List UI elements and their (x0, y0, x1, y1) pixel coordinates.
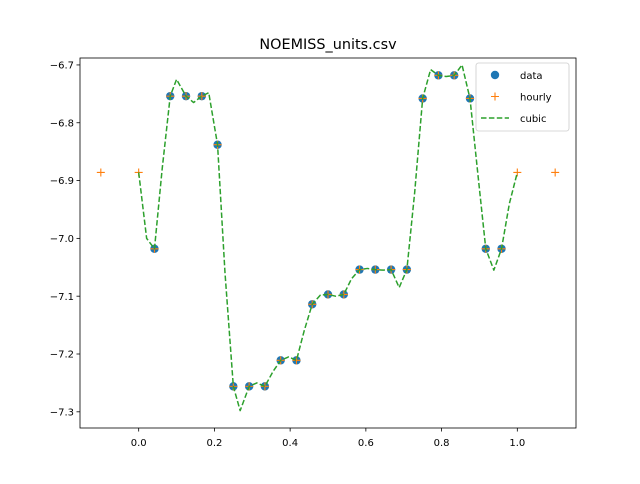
y-tick-label: −7.1 (50, 292, 74, 303)
legend-label-cubic: cubic (520, 114, 546, 125)
plot-frame (79, 57, 577, 429)
y-tick-label: −7.3 (50, 407, 74, 418)
y-axis-ticks: −6.7 −6.8 −6.9 −7.0 −7.1 −7.2 −7.3 (50, 61, 80, 418)
y-tick-label: −7.2 (50, 350, 74, 361)
y-tick-label: −6.9 (50, 176, 74, 187)
x-tick-label: 1.0 (509, 438, 525, 449)
series-hourly-point (96, 168, 105, 177)
legend-label-hourly: hourly (520, 93, 552, 104)
y-tick-label: −6.8 (50, 118, 74, 129)
x-tick-label: 0.6 (358, 438, 374, 449)
y-tick-label: −6.7 (50, 61, 74, 72)
series-cubic-line (137, 64, 519, 412)
legend-swatch-data (490, 70, 500, 80)
x-axis-ticks: 0.0 0.2 0.4 0.6 0.8 1.0 (131, 428, 525, 449)
x-tick-label: 0.0 (131, 438, 147, 449)
x-tick-label: 0.8 (434, 438, 450, 449)
x-tick-label: 0.4 (282, 438, 298, 449)
legend-label-data: data (520, 71, 543, 82)
series-hourly-point (551, 168, 560, 177)
legend-swatch-hourly (491, 92, 499, 101)
series-hourly-point (260, 382, 269, 391)
legend: data hourly cubic (475, 62, 570, 132)
chart-title: NOEMISS_units.csv (259, 37, 397, 53)
x-tick-label: 0.2 (206, 438, 222, 449)
series-layer (96, 64, 560, 412)
series-hourly-point (197, 92, 206, 101)
y-tick-label: −7.0 (50, 234, 74, 245)
legend-box (475, 62, 570, 132)
